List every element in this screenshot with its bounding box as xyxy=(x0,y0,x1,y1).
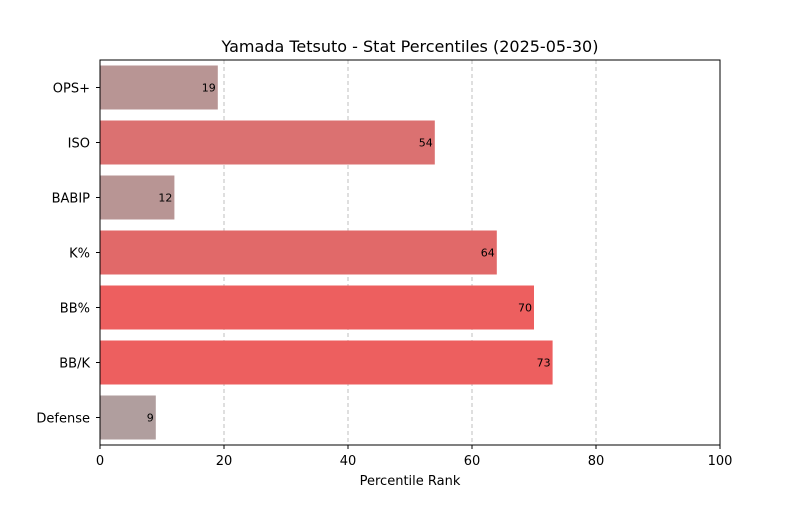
y-tick-label: Defense xyxy=(36,412,90,427)
x-tick-label: 100 xyxy=(708,454,733,469)
bar-value-label: 9 xyxy=(147,412,154,425)
bar xyxy=(100,230,497,275)
x-tick-label: 40 xyxy=(340,454,357,469)
x-tick-label: 20 xyxy=(216,454,233,469)
y-tick-label: OPS+ xyxy=(53,82,90,97)
x-axis-label: Percentile Rank xyxy=(360,474,461,489)
chart-title: Yamada Tetsuto - Stat Percentiles (2025-… xyxy=(221,37,599,56)
x-tick-label: 80 xyxy=(588,454,605,469)
bar-value-label: 12 xyxy=(158,192,172,205)
y-tick-label: K% xyxy=(69,247,90,262)
bar-value-label: 70 xyxy=(518,302,532,315)
y-tick-label: BB% xyxy=(60,302,90,317)
x-tick-label: 0 xyxy=(96,454,104,469)
y-tick-label: ISO xyxy=(68,137,90,152)
bar-value-label: 54 xyxy=(419,137,433,150)
bar xyxy=(100,395,156,440)
bar-value-label: 73 xyxy=(537,357,551,370)
bar xyxy=(100,340,553,385)
x-tick-label: 60 xyxy=(464,454,481,469)
bar xyxy=(100,120,435,165)
bar-value-label: 64 xyxy=(481,247,495,260)
bar-value-label: 19 xyxy=(202,82,216,95)
bar xyxy=(100,175,175,220)
bar xyxy=(100,285,534,330)
y-tick-label: BB/K xyxy=(59,357,90,372)
y-tick-label: BABIP xyxy=(52,192,91,207)
bar xyxy=(100,65,218,110)
